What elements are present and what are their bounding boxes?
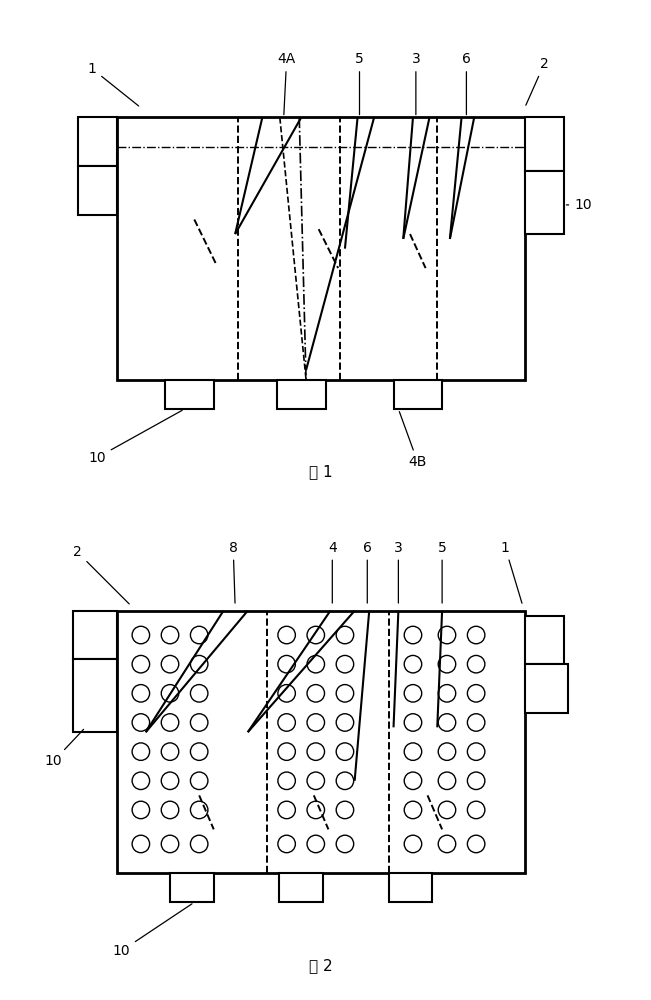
Bar bbox=[77, 117, 117, 166]
Bar bbox=[77, 166, 117, 215]
Bar bbox=[525, 616, 564, 664]
Text: 3: 3 bbox=[394, 541, 403, 603]
Text: 2: 2 bbox=[526, 57, 549, 105]
Text: 10: 10 bbox=[113, 904, 192, 958]
Bar bbox=[117, 611, 525, 873]
Text: 1: 1 bbox=[501, 541, 522, 603]
Text: 8: 8 bbox=[229, 541, 238, 603]
Bar bbox=[525, 117, 564, 171]
Text: 6: 6 bbox=[363, 541, 372, 603]
Text: 4: 4 bbox=[328, 541, 337, 603]
Bar bbox=[525, 171, 564, 234]
Text: 10: 10 bbox=[89, 410, 182, 465]
Text: 2: 2 bbox=[74, 545, 129, 604]
Bar bbox=[170, 873, 214, 902]
Text: 图 2: 图 2 bbox=[309, 958, 333, 973]
Bar bbox=[279, 873, 323, 902]
Bar bbox=[525, 664, 568, 713]
Bar bbox=[117, 117, 525, 380]
Text: 3: 3 bbox=[411, 52, 421, 115]
Bar bbox=[165, 380, 214, 409]
Text: 4A: 4A bbox=[277, 52, 296, 115]
Text: 5: 5 bbox=[437, 541, 447, 603]
Text: 1: 1 bbox=[88, 62, 139, 106]
Text: 5: 5 bbox=[355, 52, 364, 115]
Text: 图 1: 图 1 bbox=[309, 465, 333, 480]
Text: 4B: 4B bbox=[399, 412, 427, 469]
Bar bbox=[389, 873, 432, 902]
Text: 10: 10 bbox=[44, 729, 83, 768]
Bar bbox=[73, 611, 117, 659]
Bar bbox=[277, 380, 326, 409]
Text: 10: 10 bbox=[566, 198, 592, 212]
Bar bbox=[393, 380, 442, 409]
Text: 6: 6 bbox=[462, 52, 471, 115]
Bar bbox=[73, 659, 117, 732]
